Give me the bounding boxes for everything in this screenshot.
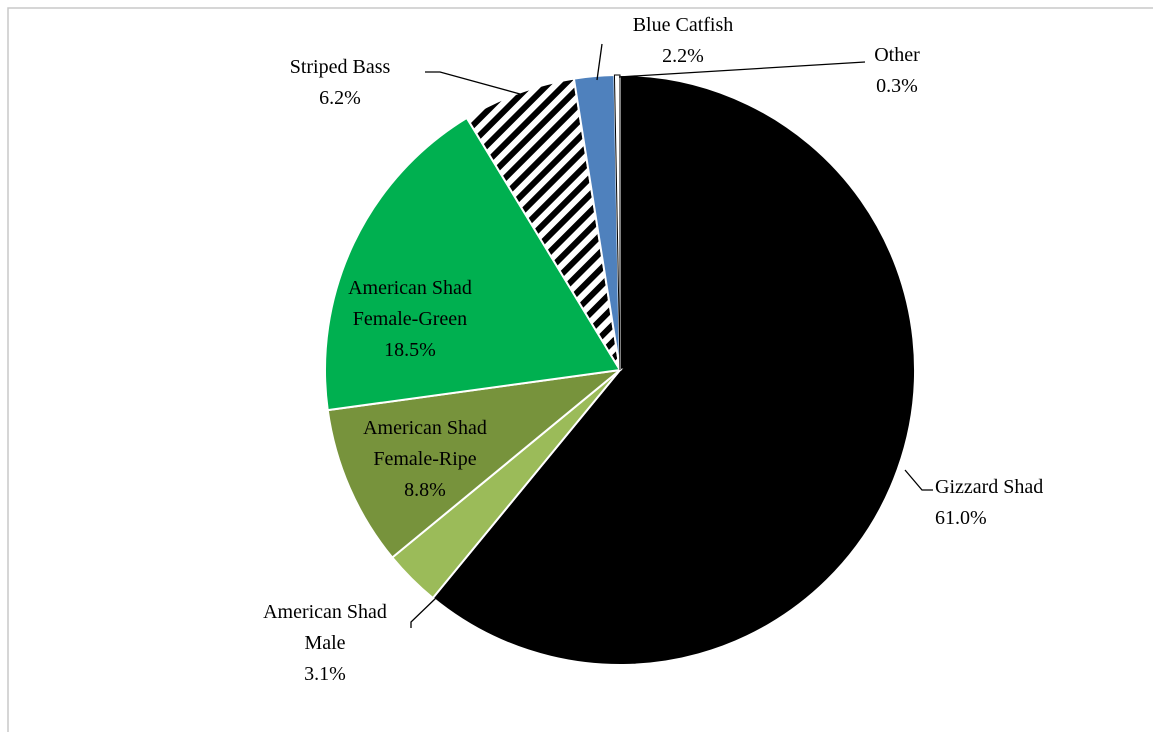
category-label: Striped Bass [289, 56, 391, 78]
value-label: 18.5% [384, 339, 436, 361]
data-label: American Shad Female-Ripe 8.8% [345, 413, 505, 506]
pie-slice [431, 73, 916, 666]
value-label: 0.3% [876, 75, 918, 97]
value-label: 2.2% [662, 45, 704, 67]
leader-line [425, 71, 521, 95]
value-label: 6.2% [319, 87, 361, 109]
category-label: American Shad Female-Green [348, 277, 472, 330]
value-label: 61.0% [935, 507, 987, 529]
value-label: 8.8% [404, 479, 446, 501]
category-label: American Shad Female-Ripe [363, 417, 487, 470]
pie-slice [613, 74, 621, 371]
leader-line [596, 43, 603, 81]
value-label: 3.1% [304, 663, 346, 685]
leader-line [904, 469, 933, 491]
category-label: American Shad Male [263, 601, 387, 654]
data-label: American Shad Male 3.1% [250, 597, 400, 690]
leader-line [410, 597, 437, 628]
category-label: Other [874, 44, 920, 66]
leader-line [618, 61, 866, 78]
data-label: American Shad Female-Green 18.5% [330, 273, 490, 366]
frame [7, 7, 1153, 732]
pie-slice [326, 368, 624, 559]
category-label: Blue Catfish [632, 14, 734, 36]
data-label: Blue Catfish 2.2% [603, 10, 763, 72]
pie-slice [324, 116, 622, 412]
data-label: Other 0.3% [817, 40, 977, 102]
category-label: Gizzard Shad [935, 476, 1044, 498]
data-label: Gizzard Shad 61.0% [935, 472, 1095, 534]
data-label: Striped Bass 6.2% [260, 52, 420, 114]
